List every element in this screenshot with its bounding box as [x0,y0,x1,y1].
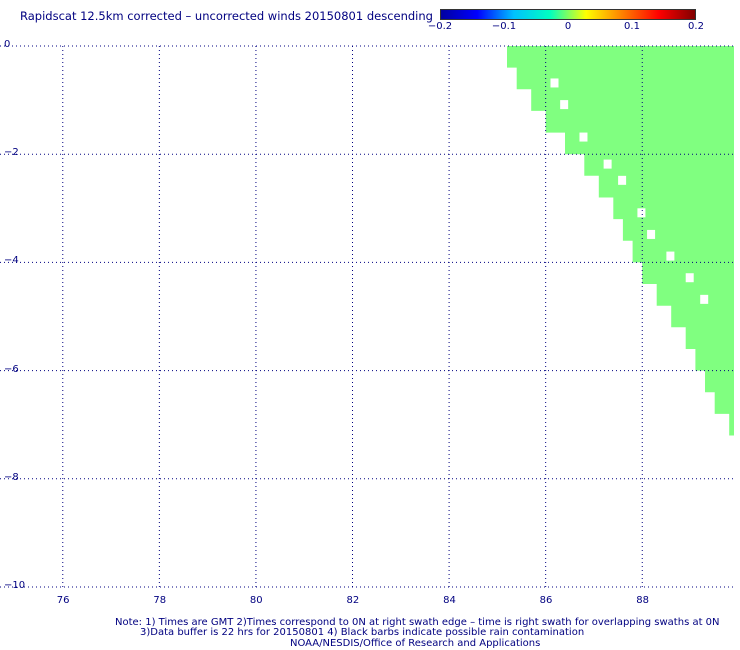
missing-cell [700,294,709,304]
x-tick-label: 78 [153,595,167,606]
missing-cell [685,273,694,283]
note-line-1: Note: 1) Times are GMT 2)Times correspon… [115,617,720,628]
y-tick-label: −8 [4,471,19,483]
missing-cell [560,100,569,110]
x-tick-label: 82 [346,595,360,606]
missing-cell [579,132,588,142]
colorbar-tick-label: 0.1 [624,21,640,32]
colorbar-tick-label: −0.2 [427,21,453,32]
note-line-2: 3)Data buffer is 22 hrs for 20150801 4) … [140,627,585,638]
missing-cell [637,208,646,218]
wind-difference-swath [507,46,734,436]
missing-cell [603,159,612,169]
colorbar-tick-label: −0.1 [491,21,517,32]
y-tick-label: 0 [4,39,11,50]
note-line-3: NOAA/NESDIS/Office of Research and Appli… [290,638,541,649]
missing-cell [550,78,559,88]
x-tick-label: 84 [443,595,456,606]
x-tick-label: 86 [539,595,553,606]
x-tick-label: 80 [249,595,263,606]
missing-cell [666,251,675,261]
colorbar-tick-label: 0.2 [688,21,704,32]
x-tick-label: 88 [636,595,649,606]
y-tick-label: −6 [4,363,19,375]
missing-cell [618,175,627,185]
y-tick-label: −4 [4,255,19,267]
y-tick-label: −10 [4,580,26,591]
y-tick-label: −2 [4,147,19,159]
colorbar-tick-label: 0 [564,21,572,32]
missing-cell [647,229,656,239]
x-tick-label: 76 [56,595,70,606]
colorbar [440,9,696,20]
chart-title: Rapidscat 12.5km corrected – uncorrected… [20,9,433,23]
